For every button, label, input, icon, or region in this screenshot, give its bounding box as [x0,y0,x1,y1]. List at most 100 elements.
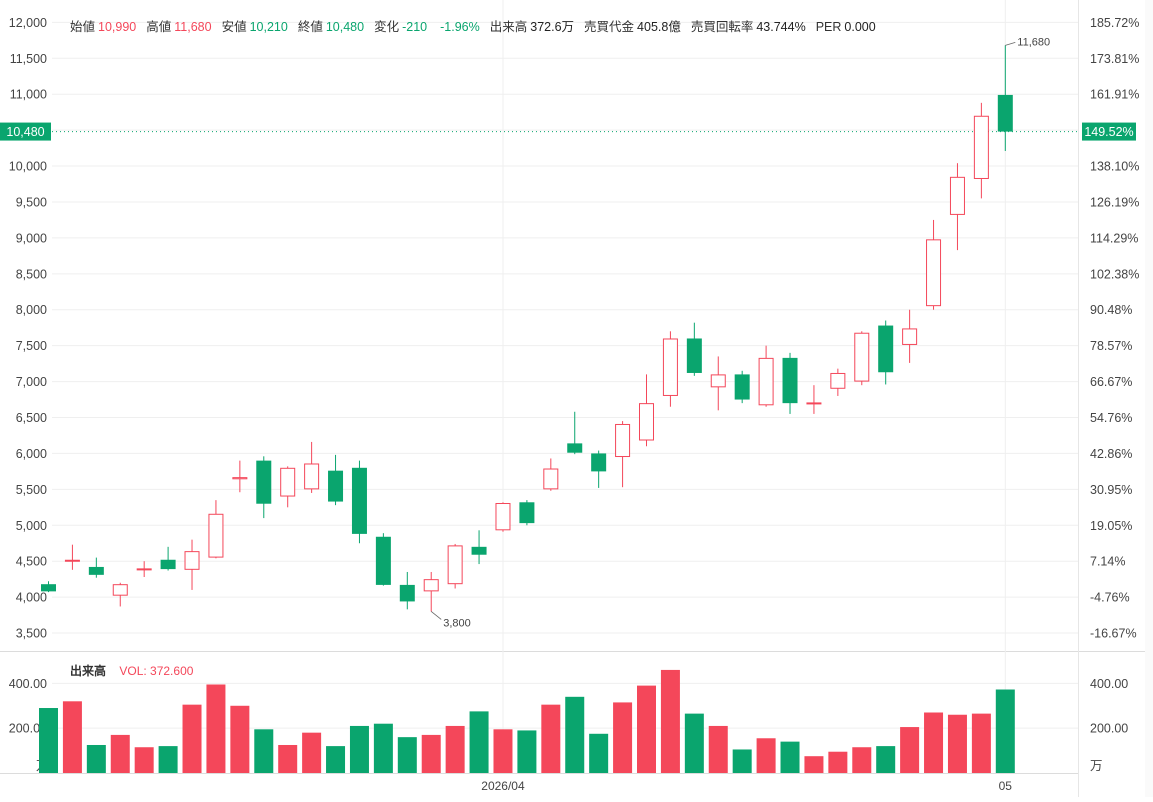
volume-bar [254,729,274,773]
ohlc-stats-bar: 始値 10,990 高値 11,680 安値 10,210 終値 10,480 変化 -210 -1… [70,16,886,35]
candle [591,450,607,488]
candle [160,546,176,571]
candle [136,561,152,578]
stat-value: 11,680 [174,20,212,34]
price-annotation: 3,800 [443,617,471,629]
candle [256,456,272,519]
price-tick-label: 12,000 [9,16,47,30]
percent-tick-label: 66.67% [1090,375,1132,389]
volume-bar [900,727,920,773]
candle-body [136,568,152,571]
candle [351,460,367,544]
candle-body [64,559,80,562]
candle-body [471,546,487,555]
candle [567,411,583,455]
stat-item: 売買代金 405.8億 [584,20,681,34]
price-tick-label: 6,500 [16,411,47,425]
price-tick-label: 3,500 [16,627,47,641]
volume-bar [397,737,417,773]
candle-body [830,372,846,389]
volume-tick-label-left: 200.00 [9,722,47,736]
price-tick-label: 10,000 [9,160,47,174]
volume-bar [86,744,106,773]
candle [758,345,774,407]
annotation-leader [1005,41,1016,46]
percent-tick-label: 138.10% [1090,160,1139,174]
scrollbar[interactable] [1145,0,1153,797]
percent-tick-label: 114.29% [1090,231,1138,245]
candle-body [328,470,344,502]
candle [854,331,870,386]
volume-bar [732,749,752,773]
stat-item: 高値 11,680 [146,20,211,34]
candle [447,543,463,589]
stat-item: -1.96% [437,20,480,34]
percent-tick-label: 54.76% [1090,411,1132,425]
current-price-tag [0,122,51,141]
annotation-leader [430,611,442,620]
stat-label: PER [815,20,842,34]
price-tick-label: 4,500 [16,555,47,569]
volume-bar [947,714,967,773]
volume-bar [110,734,130,773]
volume-bar [302,732,322,773]
candle [280,466,296,508]
candle-body [878,325,894,373]
stat-value: 0.000 [844,20,876,34]
volume-bar [278,744,298,773]
volume-bar [995,689,1015,773]
volume-bar [924,712,944,773]
candle [710,356,726,411]
stat-label: 始値 [70,20,96,34]
candle-body [902,328,918,345]
stat-label: 売買代金 [584,20,635,34]
candle [973,102,989,199]
stat-label: 安値 [221,20,247,34]
volume-bar [182,704,202,773]
candle-body [184,551,200,570]
stat-label: 変化 [374,20,400,34]
stat-item: PER 0.000 [816,20,876,34]
volume-tick-label-left: 400.00 [9,677,47,691]
percent-tick-label: 42.86% [1090,447,1132,461]
stat-item: 変化 -210 [374,20,427,34]
percent-tick-label: 173.81% [1090,52,1139,66]
stat-value: -1.96% [440,20,480,34]
candle-body [495,503,511,531]
volume-bar [62,701,82,773]
price-tick-label: 9,000 [16,231,47,245]
candle [232,460,248,493]
volume-bar [230,705,250,773]
volume-bar [589,733,609,773]
candle-body [208,513,224,558]
candle [806,385,822,414]
candle-body [543,468,559,490]
candle-body [926,239,942,307]
stat-value: 10,480 [325,20,365,34]
price-tick-label: 4,000 [16,591,47,605]
price-tick-label: 11,000 [10,88,47,102]
candle [112,582,128,607]
percent-tick-label: 19.05% [1090,519,1132,533]
stat-item: 出来高 372.6万 [490,20,574,34]
candle [662,331,678,407]
candle [949,163,965,251]
volume-unit-right: 万 [1090,758,1103,773]
volume-bar [565,696,585,773]
percent-tick-label: 185.72% [1090,16,1139,30]
volume-bar [349,725,369,773]
candle [423,571,439,612]
volume-bar [445,725,465,773]
volume-bar [780,741,800,773]
candle [639,374,654,447]
volume-bar [421,734,441,773]
candle [208,500,224,559]
time-tick-label: 05 [999,779,1013,793]
price-annotation: 11,680 [1017,36,1050,48]
volume-legend-value: VOL: 372.600 [119,664,194,678]
price-tick-label: 11,500 [10,52,47,66]
candle [471,530,487,565]
candle [519,500,535,526]
